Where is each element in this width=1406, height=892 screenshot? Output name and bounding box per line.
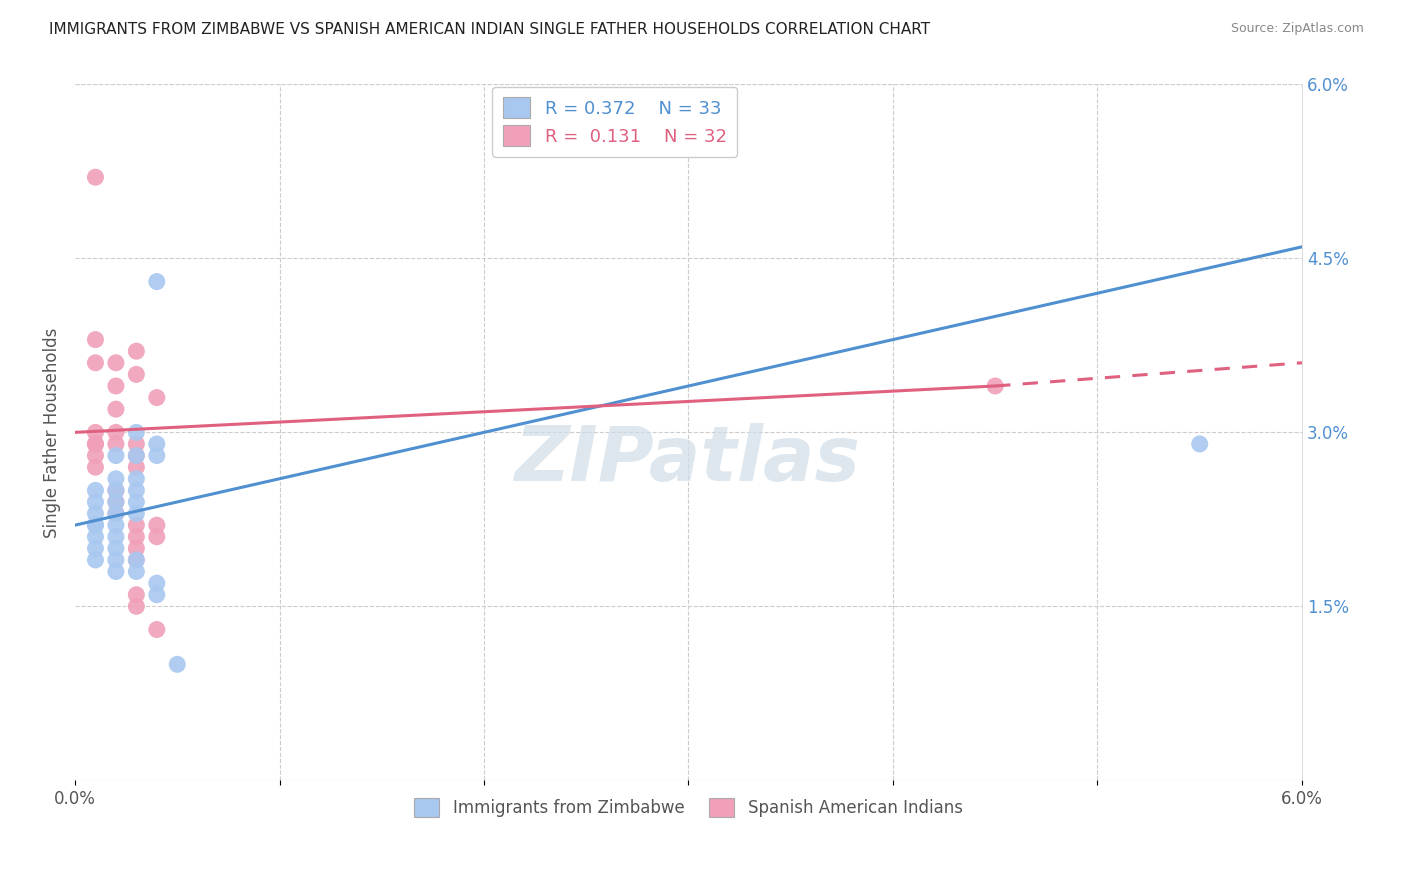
Point [125,472,148,486]
Point [84,483,107,498]
Point [125,449,148,463]
Point [146,576,169,591]
Point [125,588,148,602]
Point [146,437,169,451]
Point [146,391,169,405]
Point [104,518,127,533]
Point [125,507,148,521]
Point [84,530,107,544]
Point [104,530,127,544]
Point [104,356,127,370]
Point [104,472,127,486]
Y-axis label: Single Father Households: Single Father Households [44,327,60,538]
Point [84,553,107,567]
Point [104,483,127,498]
Point [984,379,1007,393]
Point [84,425,107,440]
Point [146,275,169,289]
Point [104,402,127,417]
Point [84,460,107,475]
Point [125,541,148,556]
Point [104,507,127,521]
Point [125,495,148,509]
Text: ZIPatlas: ZIPatlas [516,423,862,497]
Point [84,449,107,463]
Point [104,541,127,556]
Point [84,170,107,185]
Point [125,460,148,475]
Point [125,368,148,382]
Point [104,495,127,509]
Point [146,530,169,544]
Point [125,449,148,463]
Point [125,344,148,359]
Point [84,437,107,451]
Point [125,425,148,440]
Point [104,425,127,440]
Point [1188,437,1211,451]
Point [166,657,188,672]
Point [125,565,148,579]
Point [125,518,148,533]
Point [125,553,148,567]
Point [146,449,169,463]
Point [146,623,169,637]
Point [104,553,127,567]
Point [84,437,107,451]
Point [84,541,107,556]
Point [125,483,148,498]
Point [125,553,148,567]
Point [125,437,148,451]
Point [125,530,148,544]
Point [104,449,127,463]
Point [104,507,127,521]
Point [84,356,107,370]
Point [104,379,127,393]
Point [146,518,169,533]
Point [84,518,107,533]
Point [146,588,169,602]
Point [104,495,127,509]
Text: Source: ZipAtlas.com: Source: ZipAtlas.com [1230,22,1364,36]
Point [84,333,107,347]
Point [84,507,107,521]
Point [84,495,107,509]
Point [84,518,107,533]
Point [125,599,148,614]
Text: IMMIGRANTS FROM ZIMBABWE VS SPANISH AMERICAN INDIAN SINGLE FATHER HOUSEHOLDS COR: IMMIGRANTS FROM ZIMBABWE VS SPANISH AMER… [49,22,931,37]
Point [104,437,127,451]
Legend: Immigrants from Zimbabwe, Spanish American Indians: Immigrants from Zimbabwe, Spanish Americ… [408,791,969,824]
Point [104,565,127,579]
Point [104,483,127,498]
